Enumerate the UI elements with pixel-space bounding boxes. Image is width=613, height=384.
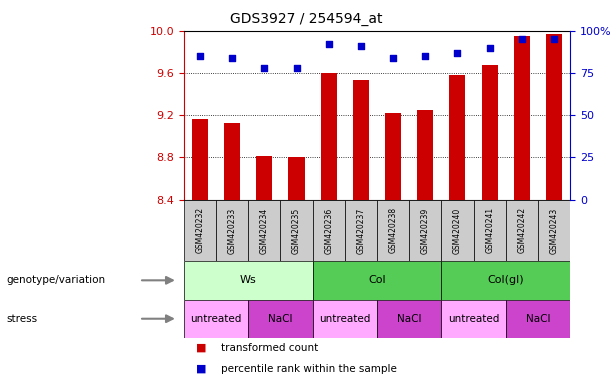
Bar: [216, 200, 248, 261]
Point: [227, 55, 237, 61]
Text: untreated: untreated: [191, 314, 242, 324]
Point: [549, 36, 559, 42]
Text: ■: ■: [196, 364, 207, 374]
Text: untreated: untreated: [319, 314, 370, 324]
Bar: [417, 110, 433, 200]
Bar: [224, 122, 240, 200]
Text: stress: stress: [6, 314, 37, 324]
Point: [421, 53, 430, 59]
Point: [356, 43, 366, 49]
Bar: [248, 200, 281, 261]
Text: GSM420241: GSM420241: [485, 207, 494, 253]
Text: GSM420234: GSM420234: [260, 207, 269, 253]
Text: untreated: untreated: [448, 314, 499, 324]
Text: percentile rank within the sample: percentile rank within the sample: [221, 364, 397, 374]
Bar: [385, 113, 401, 200]
Bar: [514, 36, 530, 200]
Text: GSM420238: GSM420238: [389, 207, 398, 253]
Text: GSM420232: GSM420232: [196, 207, 205, 253]
Text: GSM420235: GSM420235: [292, 207, 301, 253]
Text: GSM420243: GSM420243: [549, 207, 558, 253]
Bar: [474, 200, 506, 261]
Bar: [538, 200, 570, 261]
Bar: [506, 200, 538, 261]
Bar: [184, 261, 313, 300]
Text: GSM420233: GSM420233: [227, 207, 237, 253]
Bar: [546, 34, 562, 200]
Text: NaCl: NaCl: [526, 314, 550, 324]
Text: genotype/variation: genotype/variation: [6, 275, 105, 285]
Text: GSM420240: GSM420240: [453, 207, 462, 253]
Text: transformed count: transformed count: [221, 343, 318, 353]
Text: GSM420236: GSM420236: [324, 207, 333, 253]
Bar: [256, 156, 272, 200]
Bar: [409, 200, 441, 261]
Bar: [506, 300, 570, 338]
Bar: [345, 200, 377, 261]
Bar: [449, 75, 465, 200]
Bar: [441, 200, 474, 261]
Point: [388, 55, 398, 61]
Text: Ws: Ws: [240, 275, 257, 285]
Text: NaCl: NaCl: [397, 314, 421, 324]
Point: [517, 36, 527, 42]
Text: Col(gl): Col(gl): [487, 275, 524, 285]
Text: GSM420239: GSM420239: [421, 207, 430, 253]
Point: [324, 41, 333, 47]
Bar: [313, 200, 345, 261]
Bar: [377, 200, 409, 261]
Bar: [248, 300, 313, 338]
Point: [195, 53, 205, 59]
Bar: [313, 300, 377, 338]
Bar: [281, 200, 313, 261]
Point: [259, 65, 269, 71]
Bar: [377, 300, 441, 338]
Bar: [289, 157, 305, 200]
Point: [485, 45, 495, 51]
Bar: [441, 261, 570, 300]
Text: GSM420242: GSM420242: [517, 207, 527, 253]
Bar: [184, 300, 248, 338]
Point: [452, 50, 462, 56]
Text: ■: ■: [196, 343, 207, 353]
Text: GSM420237: GSM420237: [356, 207, 365, 253]
Bar: [192, 119, 208, 200]
Bar: [313, 261, 441, 300]
Bar: [353, 80, 369, 200]
Bar: [321, 73, 337, 200]
Text: NaCl: NaCl: [268, 314, 292, 324]
Bar: [441, 300, 506, 338]
Bar: [184, 200, 216, 261]
Text: GDS3927 / 254594_at: GDS3927 / 254594_at: [230, 12, 383, 25]
Point: [292, 65, 302, 71]
Text: Col: Col: [368, 275, 386, 285]
Bar: [482, 65, 498, 200]
